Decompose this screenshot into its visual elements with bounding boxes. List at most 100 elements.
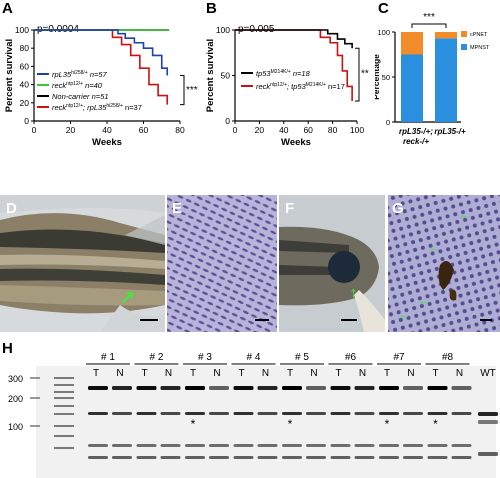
gel-band	[478, 452, 498, 456]
gel-band	[209, 444, 229, 447]
y-tick-label: 80	[20, 43, 30, 53]
lane-label: T	[190, 368, 196, 379]
ladder-label: 100	[8, 422, 23, 432]
significance-label: ***	[186, 85, 198, 96]
y-axis-label: Percentage	[375, 54, 381, 100]
lane-label: T	[432, 368, 438, 379]
gel-band	[209, 456, 229, 459]
panel-label-f: F	[285, 200, 295, 217]
gel-band	[282, 386, 302, 390]
gel-band	[403, 412, 423, 415]
lane-label: T	[141, 368, 147, 379]
gel-band	[330, 456, 351, 459]
lane-label: N	[359, 368, 366, 379]
y-tick-label: 0	[386, 118, 390, 127]
gel-band	[257, 456, 278, 459]
gel-band	[379, 386, 399, 390]
scale-bar	[140, 319, 158, 321]
scale-bar	[255, 319, 269, 321]
lane-label: N	[262, 368, 269, 379]
survival-curve	[34, 29, 169, 105]
y-tick-label: 40	[20, 80, 30, 90]
gel-band	[306, 456, 326, 459]
photo-f-zebrafish-head: ↑	[279, 195, 385, 332]
gel-band	[306, 412, 326, 415]
legend-label: Non-carrier n=51	[52, 92, 108, 101]
ladder-band	[54, 391, 74, 393]
legend-label: tp53M214K/+ n=18	[256, 69, 311, 78]
x-tick-label: 0	[233, 125, 238, 135]
gel-band	[379, 412, 399, 415]
gel-band	[88, 456, 108, 459]
bar-segment	[435, 32, 457, 39]
gel-band	[354, 386, 375, 390]
significance-bracket	[355, 47, 360, 102]
ladder-band	[54, 425, 74, 427]
lane-label: T	[384, 368, 390, 379]
photo-g-histology: ← ← ← ←	[388, 195, 500, 332]
ladder-band	[54, 377, 74, 379]
x-tick-label: 20	[66, 125, 76, 135]
gel-band	[379, 444, 399, 447]
gel-band	[88, 386, 108, 390]
gel-band	[282, 456, 302, 459]
survival-curve	[235, 29, 353, 101]
y-tick-label: 100	[377, 28, 390, 37]
gel-band	[160, 456, 181, 459]
ladder-band	[54, 397, 74, 399]
gel-band	[233, 412, 254, 415]
gel-band	[160, 386, 181, 390]
lane-label: T	[335, 368, 341, 379]
significance-label: ***	[423, 12, 435, 23]
gel-band	[160, 412, 181, 415]
lane-label: T	[287, 368, 293, 379]
y-tick-label: 100	[15, 25, 29, 35]
gel-band	[330, 444, 351, 447]
y-axis-label: Percent survival	[4, 39, 15, 112]
gel-band	[88, 444, 108, 447]
gel-band	[282, 412, 302, 415]
gel-band	[257, 412, 278, 415]
y-tick-label: 50	[221, 71, 231, 81]
panel-label-a: A	[2, 0, 13, 17]
gel-band	[354, 456, 375, 459]
lane-label: WT	[480, 368, 496, 379]
histology-texture	[388, 195, 500, 332]
gel-band	[427, 456, 448, 459]
y-axis-label: Percent survival	[205, 39, 216, 112]
gel-band	[233, 386, 254, 390]
gel-band	[478, 420, 498, 424]
sample-label: # 1	[101, 352, 115, 363]
gel-band	[160, 444, 181, 447]
ladder-band	[54, 384, 74, 386]
gel-band	[403, 386, 423, 390]
panel-label-b: B	[206, 0, 217, 17]
gel-band	[257, 386, 278, 390]
bar-segment	[435, 38, 457, 122]
gel-band	[136, 444, 157, 447]
x-tick-label: 40	[102, 125, 112, 135]
photo-e-histology	[167, 195, 277, 332]
sample-label: # 4	[247, 352, 261, 363]
gel-band	[403, 456, 423, 459]
y-tick-label: 0	[225, 116, 230, 126]
gel-band	[257, 444, 278, 447]
scale-bar	[341, 319, 357, 321]
sample-label: # 3	[198, 352, 212, 363]
gel-background	[36, 366, 496, 478]
lane-label: N	[213, 368, 220, 379]
category-label: reck-/+	[403, 137, 429, 146]
category-label: rpL35-/+	[434, 127, 466, 136]
x-tick-label: 60	[303, 125, 313, 135]
gel-band	[478, 412, 498, 416]
gel-band	[136, 456, 157, 459]
ladder-band	[54, 447, 74, 449]
x-tick-label: 40	[279, 125, 289, 135]
panel-label-e: E	[172, 200, 183, 217]
gel-band	[112, 386, 132, 390]
photo-d-zebrafish: ↗	[0, 195, 165, 332]
arrow-icon: ←	[418, 293, 431, 308]
y-tick-label: 20	[20, 98, 30, 108]
